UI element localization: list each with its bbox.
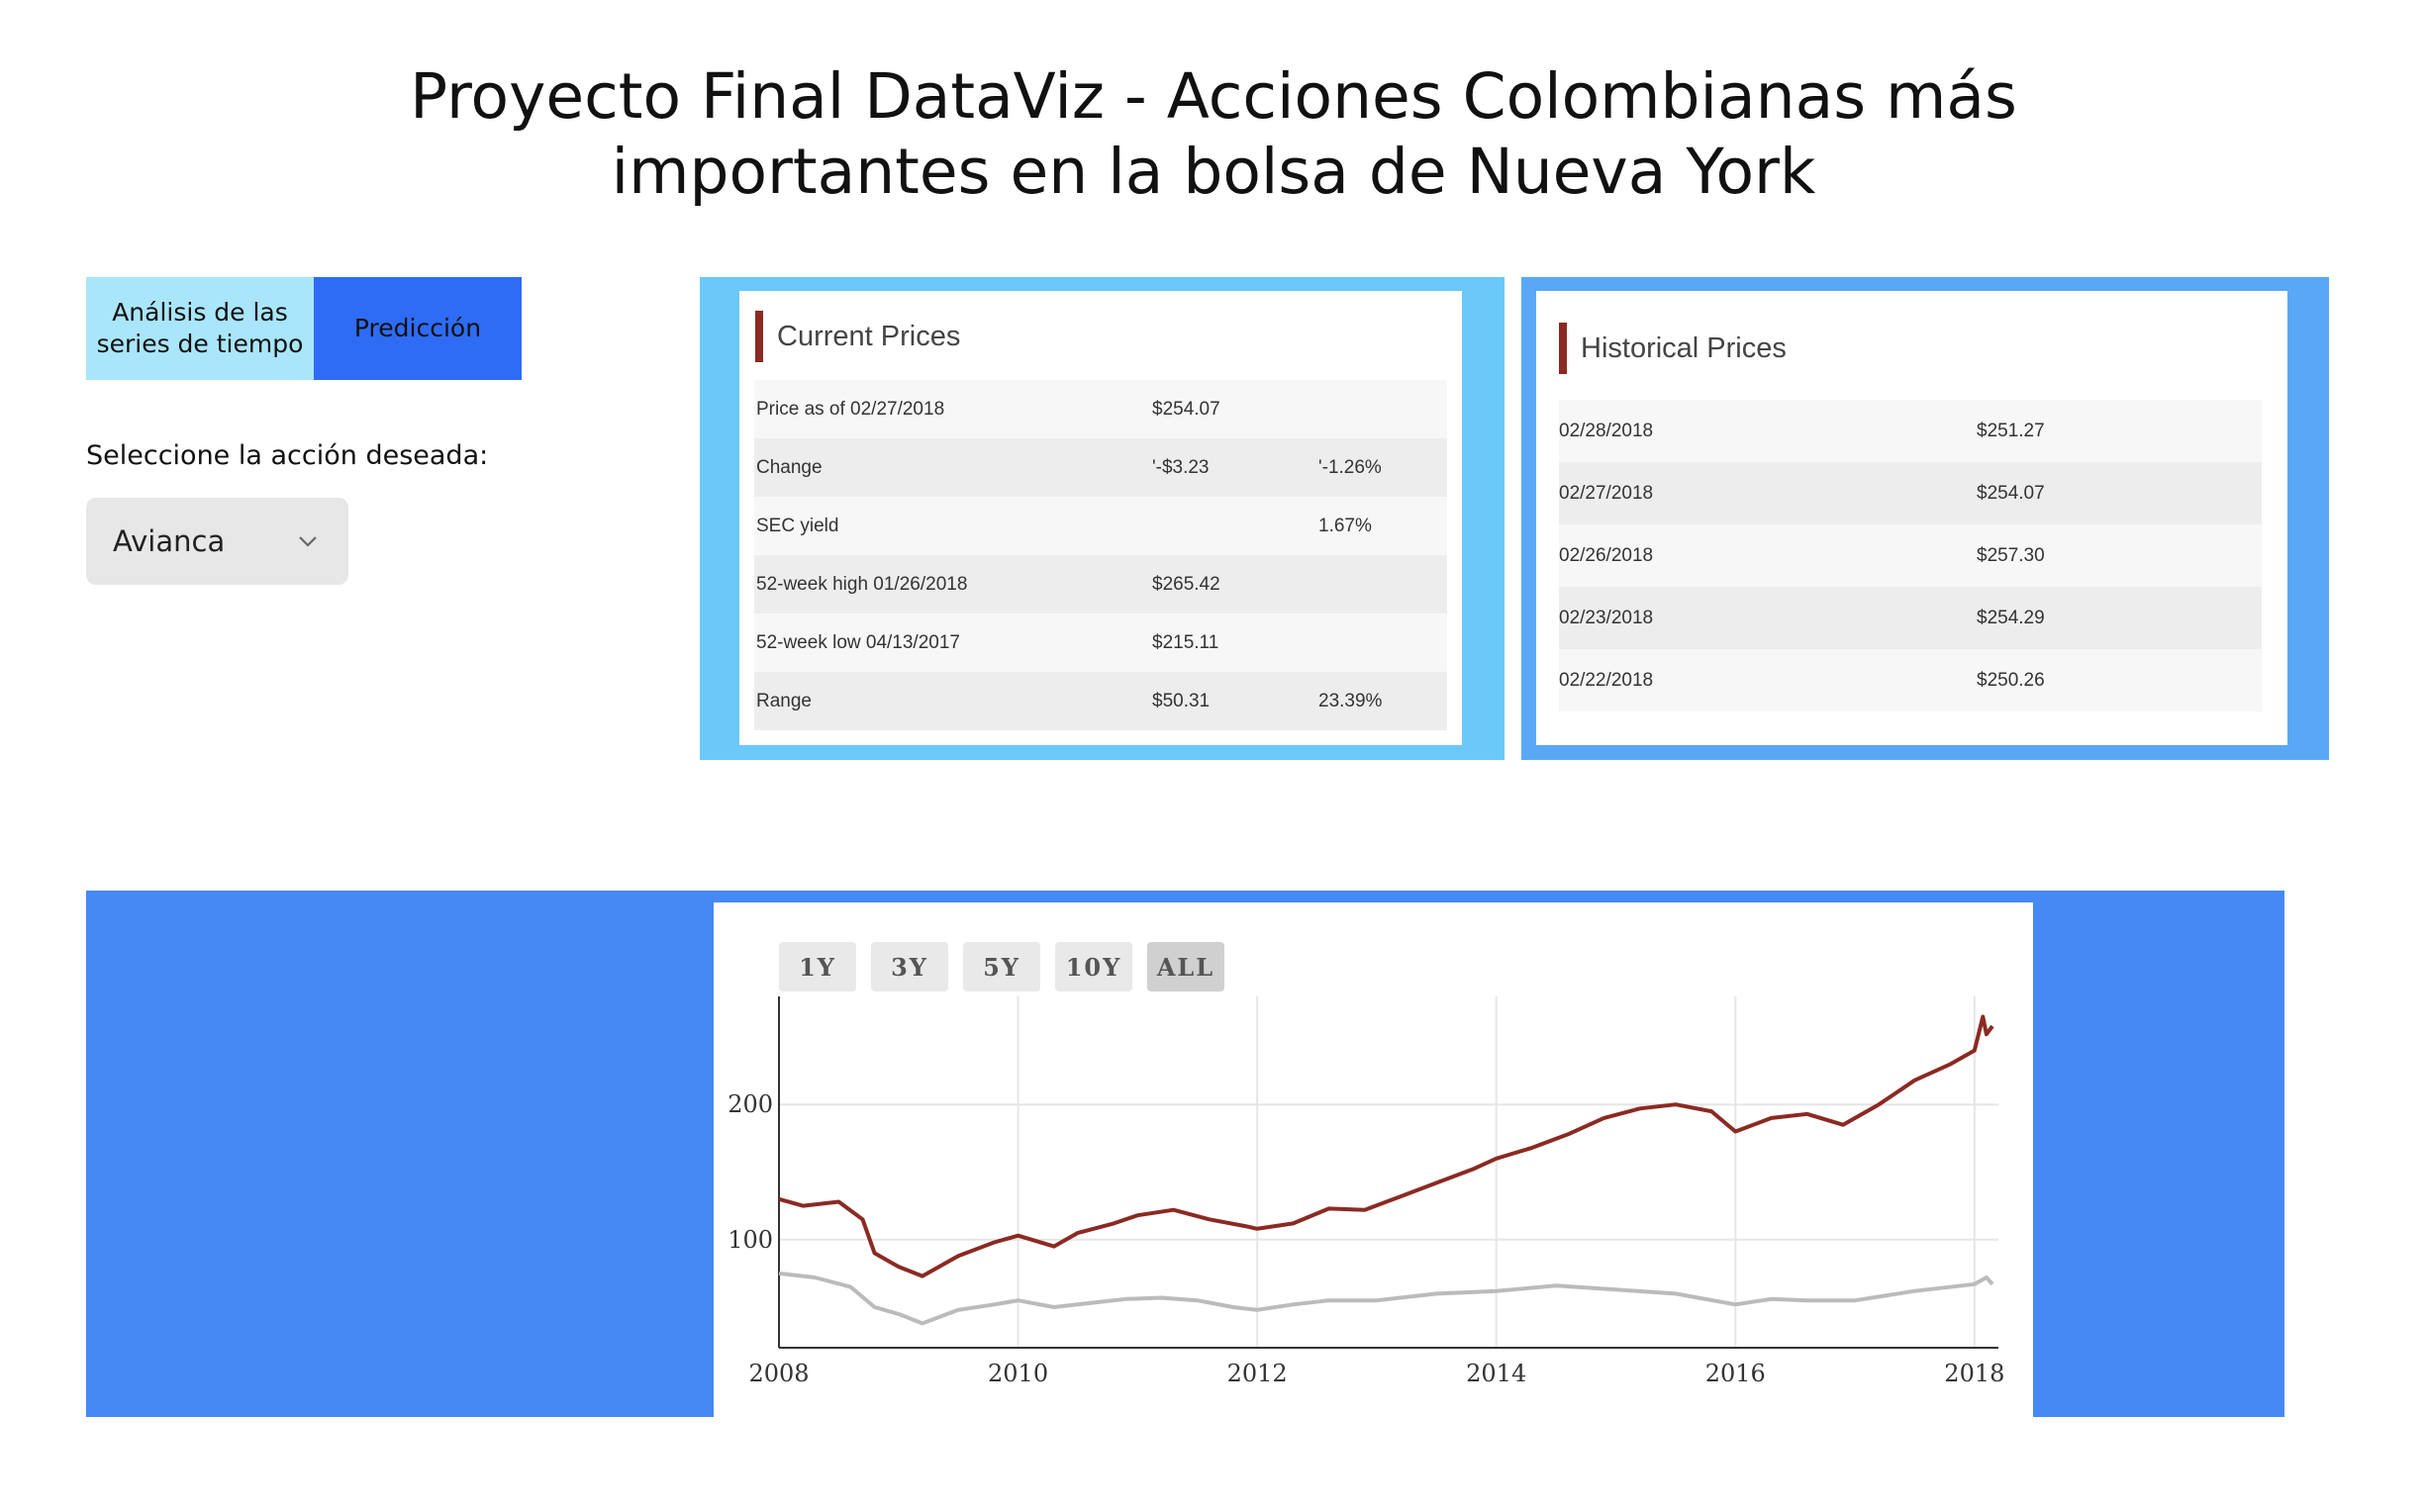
historical-price: $250.26 [1977,649,2262,711]
historical-prices-title-text: Historical Prices [1581,331,1787,364]
x-tick-label: 2018 [1944,1360,2004,1387]
tab-time-series-label-line-1: Análisis de las [112,298,288,327]
historical-date: 02/23/2018 [1559,587,1977,649]
x-tick-label: 2010 [988,1360,1048,1387]
title-line-2: importantes en la bolsa de Nueva York [611,136,1816,208]
table-row: 02/23/2018 $254.29 [1559,587,2262,649]
tab-time-series-label: Análisis de las series de tiempo [97,297,304,360]
x-tick-label: 2016 [1705,1360,1766,1387]
stock-select-label: Seleccione la acción deseada: [86,440,489,471]
current-price-pct: '-1.26% [1318,438,1447,497]
series-line-main [778,1014,1994,1278]
table-row: 02/26/2018 $257.30 [1559,524,2262,587]
y-tick-label: 100 [728,1226,773,1254]
x-tick-label: 2014 [1466,1360,1526,1387]
current-price-value: '-$3.23 [1152,438,1318,497]
view-tabs: Análisis de las series de tiempo Predicc… [86,277,522,380]
historical-price: $254.07 [1977,462,2262,524]
historical-price: $257.30 [1977,524,2262,587]
current-price-value: $265.42 [1152,555,1318,614]
historical-date: 02/27/2018 [1559,462,1977,524]
current-prices-title-text: Current Prices [777,320,961,352]
current-prices-table: Price as of 02/27/2018 $254.07 Change '-$3.… [754,380,1447,730]
range-buttons: 1Y 3Y 5Y 10Y ALL [779,942,1239,992]
table-row: 02/22/2018 $250.26 [1559,649,2262,711]
current-price-label: 52-week low 04/13/2017 [754,614,1152,672]
table-row: Price as of 02/27/2018 $254.07 [754,380,1447,438]
y-tick-label: 200 [728,1090,773,1118]
current-price-value: $254.07 [1152,380,1318,438]
current-price-label: Change [754,438,1152,497]
series-line-secondary [778,1271,1994,1326]
current-price-pct: 23.39% [1318,672,1447,730]
historical-price: $251.27 [1977,400,2262,462]
current-price-label: Price as of 02/27/2018 [754,380,1152,438]
current-price-label: 52-week high 01/26/2018 [754,555,1152,614]
historical-prices-table: 02/28/2018 $251.27 02/27/2018 $254.07 02/26/… [1559,400,2262,711]
range-button-all[interactable]: ALL [1147,942,1224,992]
range-button-3y[interactable]: 3Y [871,942,948,992]
range-button-10y[interactable]: 10Y [1055,942,1132,992]
current-prices-title: Current Prices [755,311,960,362]
table-row: 52-week high 01/26/2018 $265.42 [754,555,1447,614]
current-price-label: SEC yield [754,497,1152,555]
current-price-pct [1318,614,1447,672]
table-row: Change '-$3.23 '-1.26% [754,438,1447,497]
range-button-5y[interactable]: 5Y [963,942,1040,992]
tab-time-series-label-line-2: series de tiempo [96,330,304,358]
chevron-down-icon [299,536,317,547]
current-prices-panel: Current Prices Price as of 02/27/2018 $25… [700,277,1505,760]
table-row: Range $50.31 23.39% [754,672,1447,730]
historical-date: 02/28/2018 [1559,400,1977,462]
current-prices-card: Current Prices Price as of 02/27/2018 $25… [739,291,1462,745]
title-accent-bar [755,311,763,362]
table-row: 02/27/2018 $254.07 [1559,462,2262,524]
price-chart-svg: 2008 2010 2012 2014 2016 2018 100 200 [728,996,2004,1387]
historical-date: 02/26/2018 [1559,524,1977,587]
tab-prediction-label: Predicción [353,314,482,342]
tab-time-series-analysis[interactable]: Análisis de las series de tiempo [86,277,314,380]
current-price-value: $215.11 [1152,614,1318,672]
page-title: Proyecto Final DataViz - Acciones Colomb… [0,59,2427,210]
tab-prediction[interactable]: Predicción [314,277,522,380]
historical-prices-panel: Historical Prices 02/28/2018 $251.27 02/27… [1521,277,2329,760]
historical-price: $254.29 [1977,587,2262,649]
current-price-pct [1318,380,1447,438]
x-tick-label: 2012 [1227,1360,1288,1387]
current-price-value [1152,497,1318,555]
current-price-value: $50.31 [1152,672,1318,730]
current-price-label: Range [754,672,1152,730]
table-row: SEC yield 1.67% [754,497,1447,555]
table-row: 52-week low 04/13/2017 $215.11 [754,614,1447,672]
stock-select-value: Avianca [113,524,226,558]
current-price-pct: 1.67% [1318,497,1447,555]
title-accent-bar [1559,323,1567,374]
historical-date: 02/22/2018 [1559,649,1977,711]
range-button-1y[interactable]: 1Y [779,942,856,992]
title-line-1: Proyecto Final DataViz - Acciones Colomb… [410,60,2017,133]
current-price-pct [1318,555,1447,614]
historical-prices-title: Historical Prices [1559,323,1787,374]
x-tick-label: 2008 [748,1360,809,1387]
stock-select[interactable]: Avianca [86,498,348,585]
price-chart: 2008 2010 2012 2014 2016 2018 100 200 1Y 3Y 5Y 10Y… [714,902,2033,1417]
table-row: 02/28/2018 $251.27 [1559,400,2262,462]
historical-prices-card: Historical Prices 02/28/2018 $251.27 02/27… [1536,291,2287,745]
